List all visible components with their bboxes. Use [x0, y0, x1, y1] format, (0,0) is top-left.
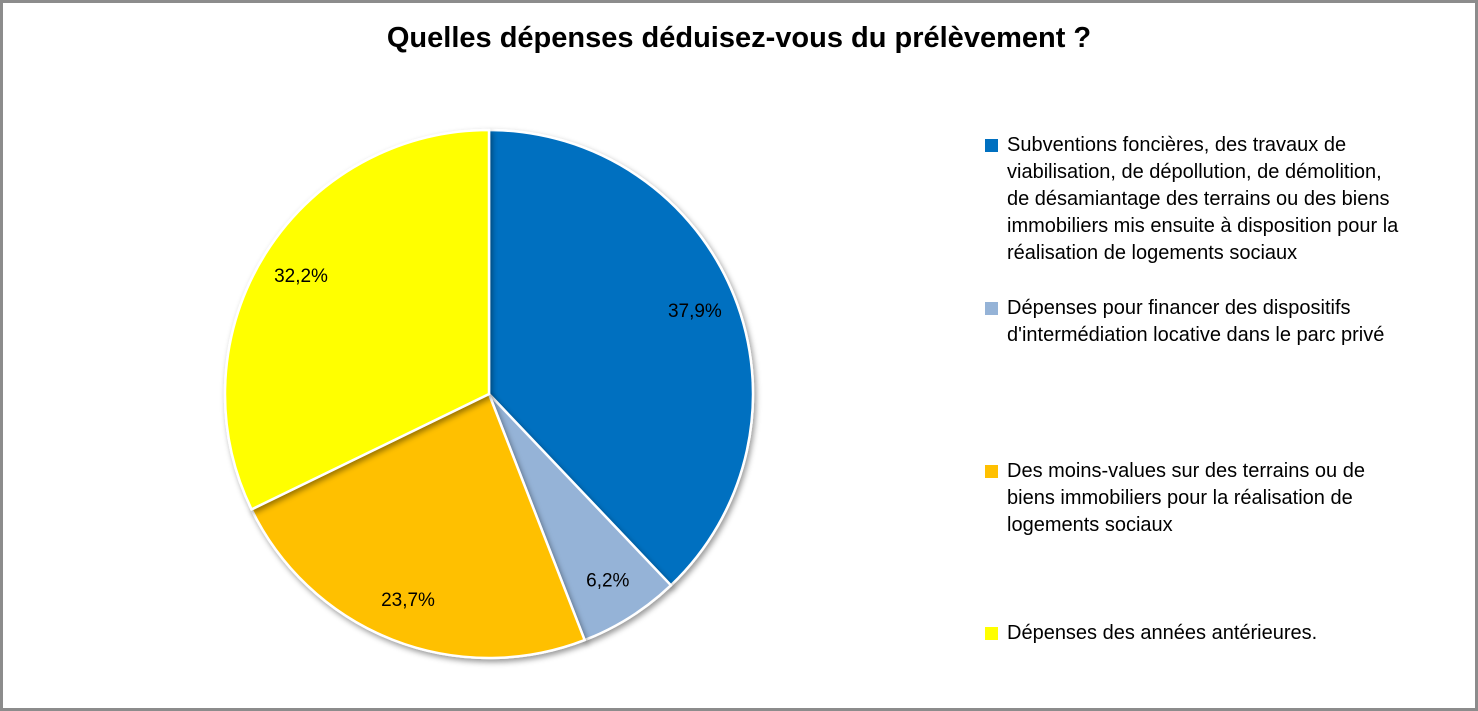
legend: Subventions foncières, des travaux de vi…: [985, 3, 1447, 708]
pie-chart: 37,9% 6,2% 23,7% 32,2%: [223, 128, 755, 660]
legend-label: Dépenses pour financer des dispositifs d…: [1007, 297, 1385, 346]
legend-swatch-icon: [985, 139, 998, 152]
legend-swatch-icon: [985, 465, 998, 478]
legend-label: Subventions foncières, des travaux de vi…: [1007, 134, 1399, 264]
legend-item: Des moins-values sur des terrains ou de …: [985, 458, 1365, 539]
legend-swatch-icon: [985, 627, 998, 640]
slice-label: 6,2%: [586, 571, 629, 592]
pie-slice: [250, 392, 586, 660]
slice-label: 37,9%: [668, 301, 722, 322]
slice-label: 32,2%: [274, 266, 328, 287]
pie-slice: [223, 128, 491, 511]
slice-label: 23,7%: [381, 590, 435, 611]
pie-slice: [487, 128, 755, 587]
pie-slices: 37,9% 6,2% 23,7% 32,2%: [223, 128, 755, 660]
legend-item: Dépenses des années antérieures.: [985, 620, 1317, 647]
legend-item: Dépenses pour financer des dispositifs d…: [985, 295, 1384, 349]
legend-label: Des moins-values sur des terrains ou de …: [1007, 460, 1365, 536]
chart-title: Quelles dépenses déduisez-vous du prélèv…: [386, 22, 1092, 54]
legend-item: Subventions foncières, des travaux de vi…: [985, 132, 1398, 267]
legend-swatch-icon: [985, 302, 998, 315]
legend-label: Dépenses des années antérieures.: [1007, 622, 1318, 644]
